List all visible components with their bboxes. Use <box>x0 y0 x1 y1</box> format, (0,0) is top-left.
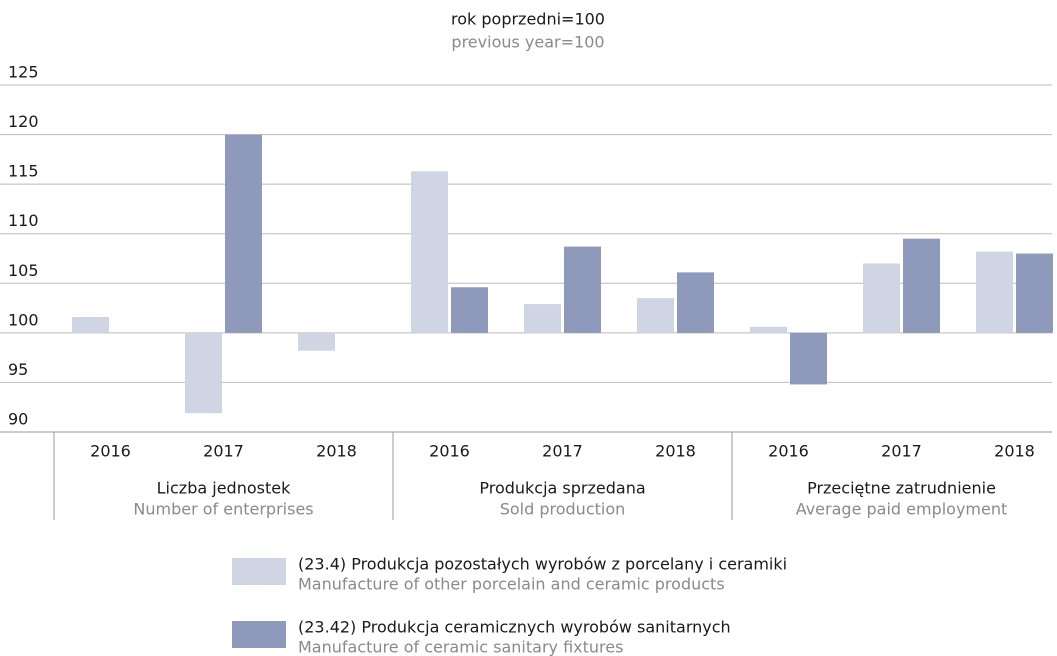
bar <box>976 251 1013 333</box>
bar <box>298 332 335 351</box>
y-tick-label: 125 <box>8 63 39 82</box>
group-label: Produkcja sprzedana <box>479 479 645 498</box>
x-tick-label: 2016 <box>768 442 809 461</box>
group-label-en: Average paid employment <box>796 500 1008 519</box>
legend-label-en: Manufacture of other porcelain and ceram… <box>298 575 725 594</box>
bar <box>564 246 601 333</box>
x-tick-label: 2018 <box>994 442 1035 461</box>
bar <box>1016 253 1053 333</box>
bar <box>524 304 561 333</box>
y-tick-label: 110 <box>8 211 39 230</box>
y-tick-label: 115 <box>8 162 39 181</box>
bar <box>790 332 827 385</box>
x-tick-label: 2017 <box>203 442 244 461</box>
x-tick-label: 2017 <box>881 442 922 461</box>
legend-label: (23.4) Produkcja pozostałych wyrobów z p… <box>298 555 787 574</box>
x-tick-label: 2016 <box>90 442 131 461</box>
bar <box>903 238 940 333</box>
bar <box>637 298 674 333</box>
legend-swatch <box>232 621 286 648</box>
legend-label: (23.42) Produkcja ceramicznych wyrobów s… <box>298 618 731 637</box>
group-label-en: Sold production <box>500 500 626 519</box>
legend-label-en: Manufacture of ceramic sanitary fixtures <box>298 638 623 656</box>
bar <box>451 287 488 333</box>
x-tick-label: 2016 <box>429 442 470 461</box>
bar <box>72 316 109 333</box>
x-tick-label: 2017 <box>542 442 583 461</box>
bar <box>863 263 900 333</box>
y-tick-label: 95 <box>8 360 28 379</box>
x-tick-label: 2018 <box>316 442 357 461</box>
y-tick-label: 100 <box>8 310 39 329</box>
bar <box>411 171 448 333</box>
bar <box>677 272 714 333</box>
group-label-en: Number of enterprises <box>133 500 313 519</box>
legend-swatch <box>232 558 286 585</box>
bar <box>750 326 787 333</box>
y-tick-label: 90 <box>8 410 28 429</box>
group-label: Przeciętne zatrudnienie <box>807 479 996 498</box>
group-label: Liczba jednostek <box>157 479 291 498</box>
y-tick-label: 120 <box>8 112 39 131</box>
chart-title: rok poprzedni=100 <box>451 10 605 29</box>
chart-subtitle: previous year=100 <box>451 33 604 52</box>
bar <box>225 134 262 333</box>
x-tick-label: 2018 <box>655 442 696 461</box>
y-tick-label: 105 <box>8 261 39 280</box>
bar <box>185 332 222 414</box>
